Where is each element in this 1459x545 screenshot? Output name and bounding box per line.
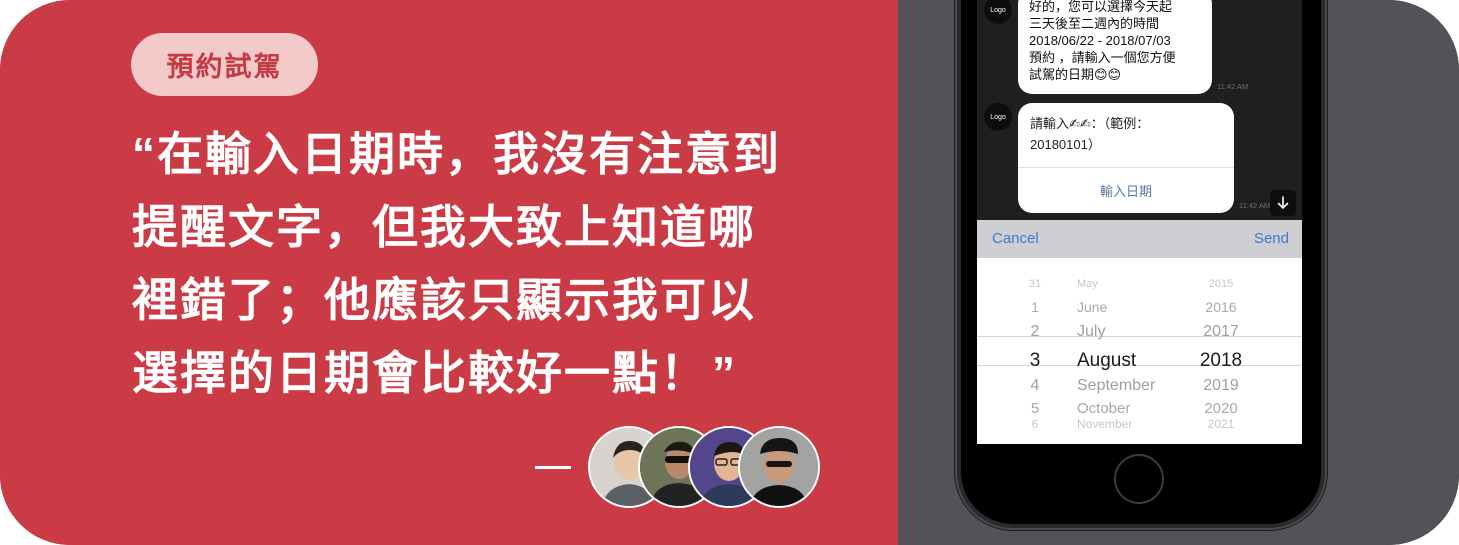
send-button[interactable]: Send bbox=[1253, 230, 1289, 247]
message-time: 11:42 AM bbox=[1239, 201, 1271, 210]
picker-day: 2 bbox=[1030, 323, 1040, 340]
picker-toolbar: Cancel Send bbox=[977, 220, 1302, 258]
picker-month: September bbox=[1077, 377, 1156, 394]
date-picker[interactable]: 31 May 2015 1 June 2016 2 July 2017 3 August 2018 4 S… bbox=[977, 258, 1302, 444]
quote-panel: 預約試駕 “在輸入日期時，我沒有注意到 提醒文字，但我大致上知道哪 裡錯了；他應… bbox=[0, 0, 898, 545]
avatar bbox=[738, 426, 820, 508]
attribution-dash bbox=[535, 466, 571, 469]
bot-avatar: Logo bbox=[984, 0, 1012, 24]
picker-day: 5 bbox=[1030, 400, 1040, 417]
picker-month: November bbox=[1077, 417, 1133, 431]
picker-year: 2017 bbox=[1203, 323, 1239, 340]
picker-day: 6 bbox=[1031, 417, 1039, 431]
bot-message-2: 請輸入✍✍：（範例： 20180101） 輸入日期 bbox=[1018, 103, 1234, 213]
picker-year: 2020 bbox=[1204, 400, 1238, 417]
enter-date-button[interactable]: 輸入日期 bbox=[1099, 184, 1152, 199]
picker-year: 2018 bbox=[1199, 350, 1243, 371]
arrow-down-icon[interactable] bbox=[1270, 190, 1296, 216]
picker-month: October bbox=[1077, 400, 1131, 417]
picker-year: 2016 bbox=[1205, 299, 1237, 315]
picker-year: 2019 bbox=[1203, 377, 1239, 394]
picker-month: August bbox=[1077, 350, 1137, 371]
quote-line-4: 選擇的日期會比較好一點！” bbox=[132, 347, 737, 399]
close-quote-mark: ” bbox=[712, 347, 737, 399]
bot-message-1: 好的，您可以選擇今天起 三天後至二週內的時間 2018/06/22 - 2018… bbox=[1018, 0, 1212, 94]
category-tag: 預約試駕 bbox=[131, 33, 318, 96]
quote-line-2: 提醒文字，但我大致上知道哪 bbox=[132, 201, 756, 253]
picker-day: 31 bbox=[1028, 278, 1042, 290]
open-quote-mark: “ bbox=[132, 128, 157, 180]
picker-month: June bbox=[1077, 299, 1108, 315]
picker-year: 2021 bbox=[1207, 417, 1235, 431]
message-time: 11:42 AM bbox=[1217, 82, 1249, 91]
bot-avatar: Logo bbox=[984, 103, 1012, 131]
picker-month: July bbox=[1077, 323, 1106, 340]
picker-day: 4 bbox=[1030, 377, 1040, 394]
cancel-button[interactable]: Cancel bbox=[992, 230, 1039, 247]
testimonial-quote: “在輸入日期時，我沒有注意到 提醒文字，但我大致上知道哪 裡錯了；他應該只顯示我… bbox=[132, 118, 882, 410]
quote-line-3: 裡錯了；他應該只顯示我可以 bbox=[132, 274, 756, 326]
home-button[interactable] bbox=[1114, 454, 1164, 504]
quote-line-1: “在輸入日期時，我沒有注意到 bbox=[132, 128, 781, 180]
picker-day: 3 bbox=[1029, 350, 1041, 371]
picker-day: 1 bbox=[1031, 299, 1039, 315]
picker-month: May bbox=[1077, 278, 1098, 290]
picker-year: 2015 bbox=[1208, 278, 1234, 290]
